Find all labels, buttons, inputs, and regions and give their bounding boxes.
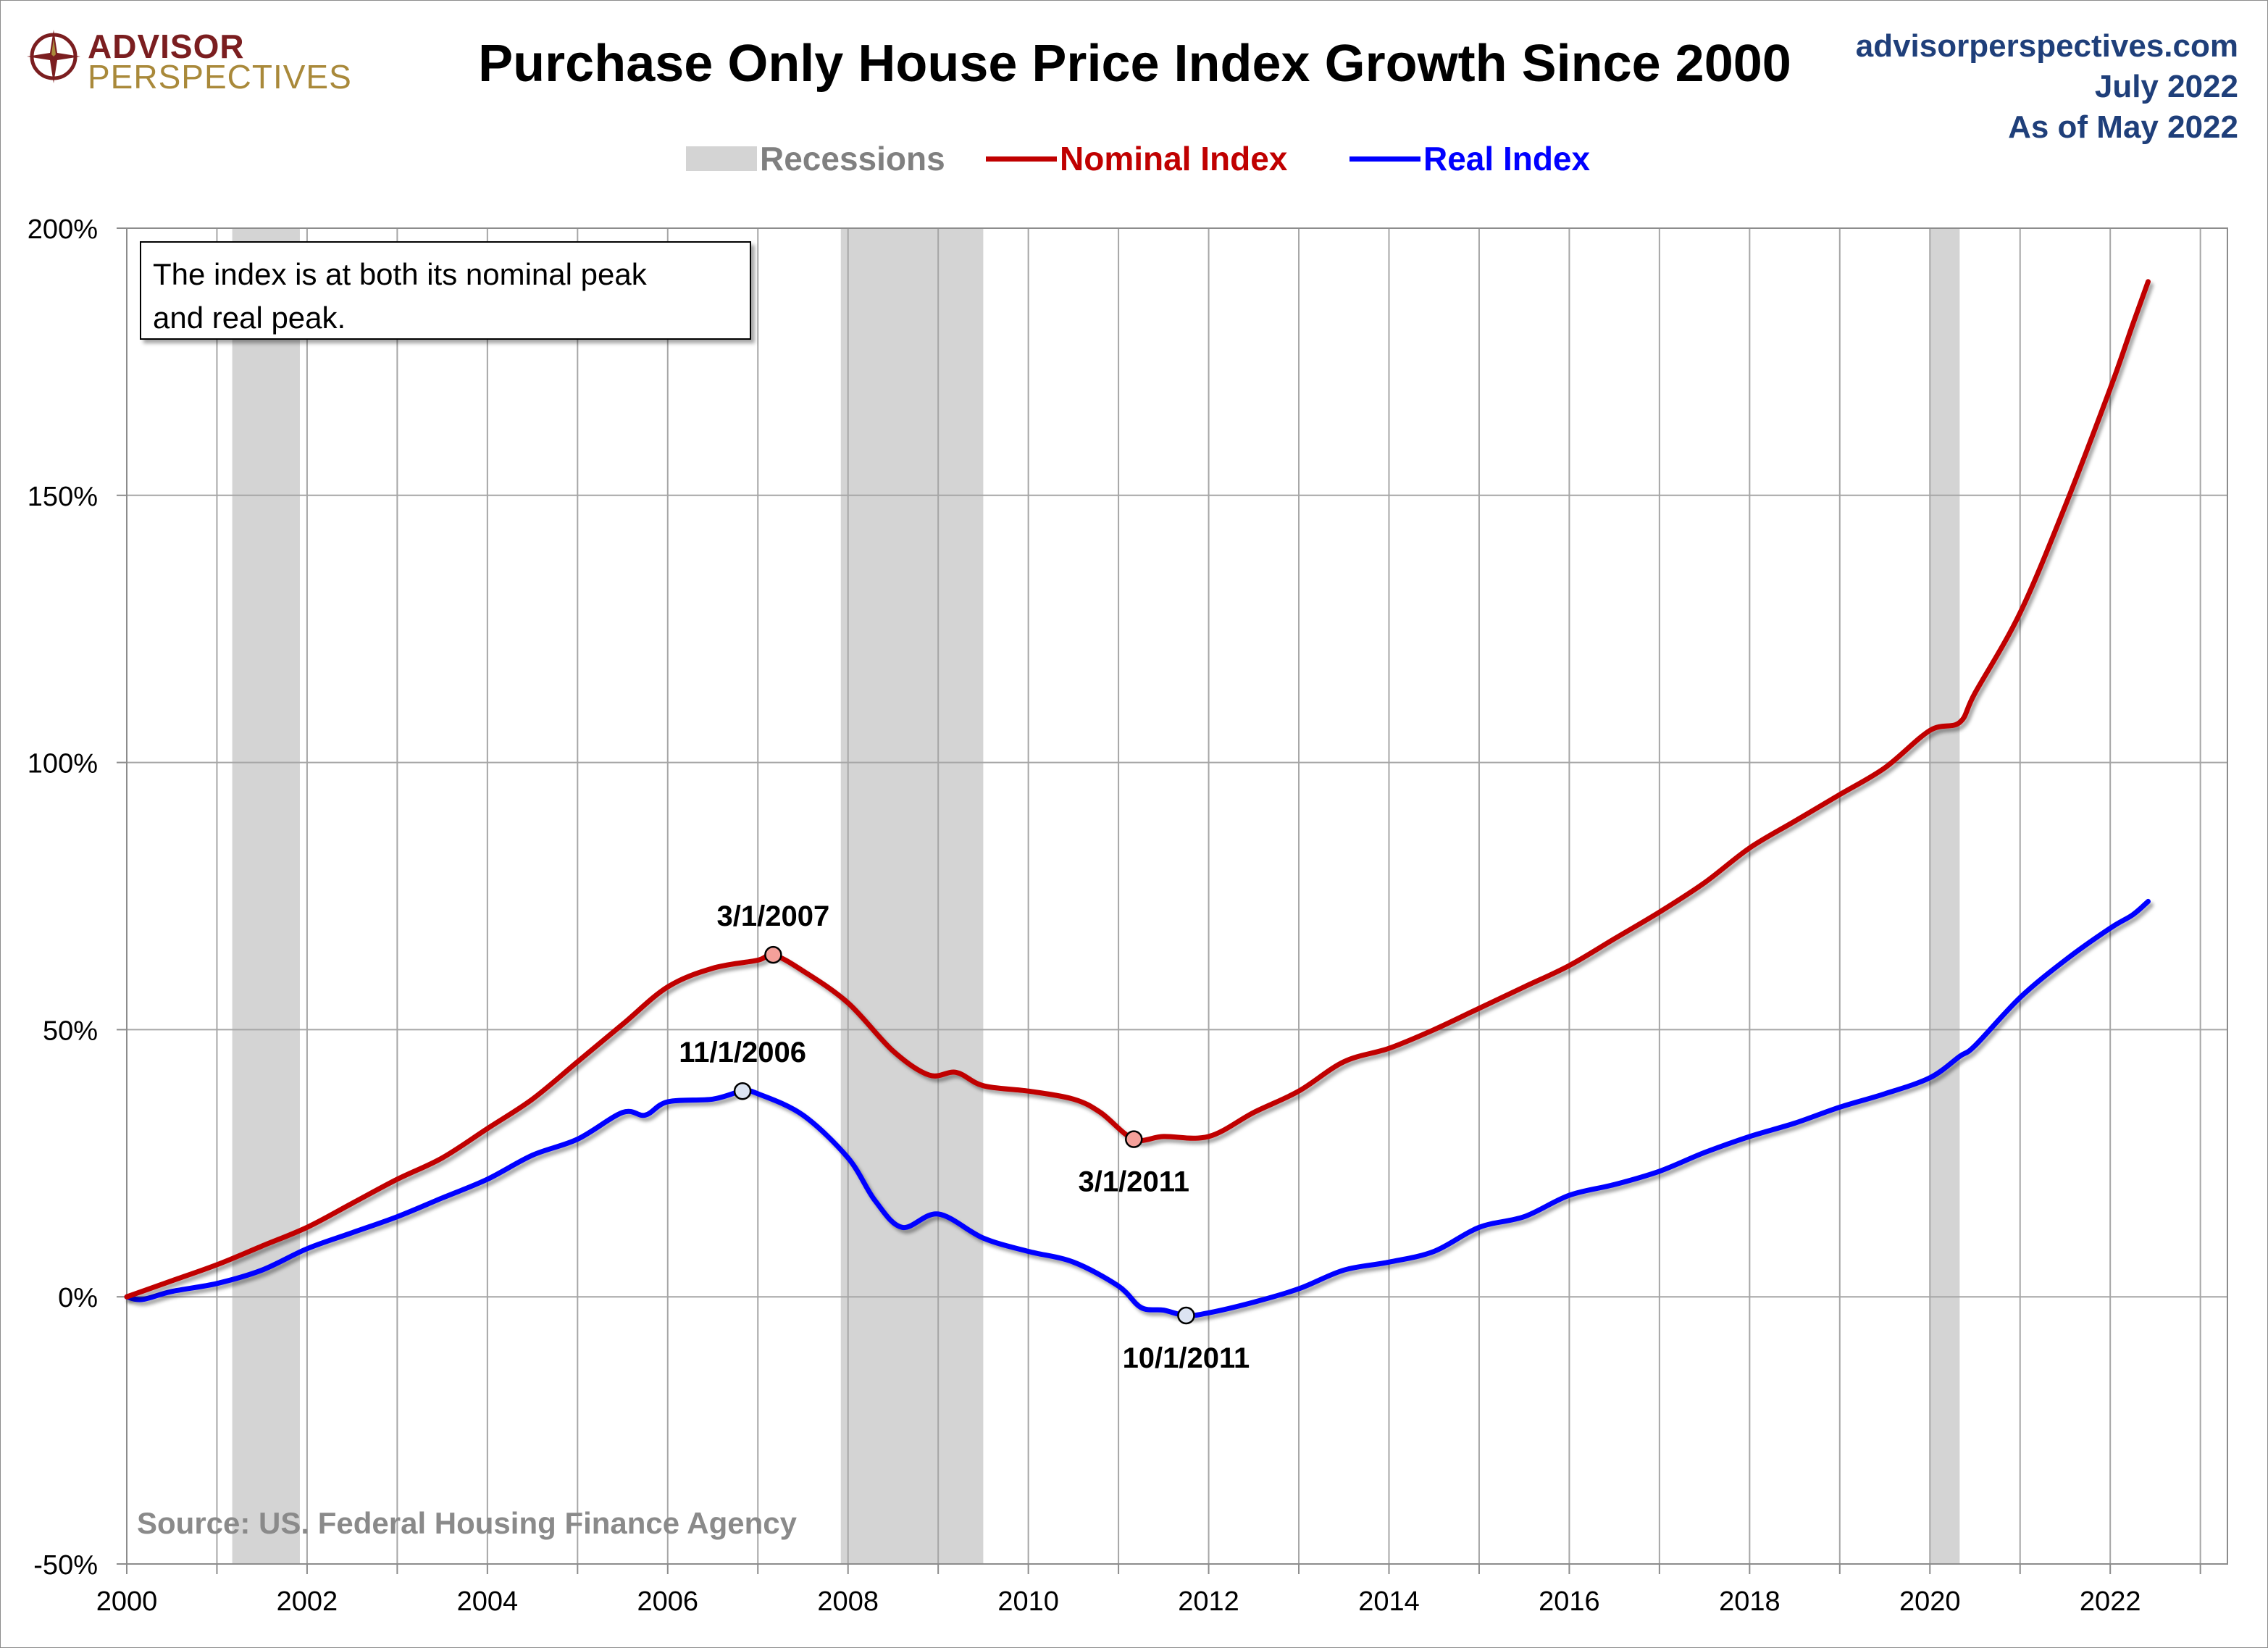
annotation-label-3-1-2011: 3/1/2011: [1079, 1166, 1190, 1198]
legend-label-real: Real Index: [1423, 140, 1591, 177]
x-tick-label-2008: 2008: [817, 1586, 879, 1617]
legend-swatch-nominal: [986, 156, 1057, 162]
x-tick-label-2014: 2014: [1358, 1586, 1420, 1617]
y-tick-label-50: 50%: [43, 1016, 98, 1046]
annotation-label-3-1-2007: 3/1/2007: [717, 900, 830, 932]
legend-swatch-real: [1349, 156, 1420, 162]
y-tick-label--50: -50%: [33, 1550, 98, 1581]
legend-item-nominal: Nominal Index: [986, 137, 1287, 180]
as-of-date: As of May 2022: [2008, 109, 2238, 145]
legend-item-recessions: Recessions: [686, 137, 945, 180]
note-line-2: and real peak.: [153, 301, 346, 335]
recession-band-1: [232, 228, 300, 1564]
annotation-label-10-1-2011: 10/1/2011: [1123, 1342, 1250, 1374]
x-tick-label-2020: 2020: [1899, 1586, 1961, 1617]
y-tick-label-200: 200%: [28, 214, 98, 245]
logo-text-perspectives: PERSPECTIVES: [88, 58, 352, 96]
x-tick-label-2018: 2018: [1719, 1586, 1780, 1617]
compass-logo-icon: [27, 30, 80, 83]
x-tick-label-2004: 2004: [457, 1586, 519, 1617]
annotation-label-11-1-2006: 11/1/2006: [679, 1037, 806, 1068]
x-tick-label-2006: 2006: [637, 1586, 699, 1617]
x-tick-label-2012: 2012: [1178, 1586, 1239, 1617]
marker-11-1-2006: [733, 1082, 752, 1100]
marker-3-1-2011: [1125, 1130, 1143, 1148]
marker-3-1-2007: [764, 945, 782, 964]
series-line-real-index: [124, 898, 2151, 1318]
y-tick-label-150: 150%: [28, 482, 98, 512]
legend-label-recessions: Recessions: [760, 140, 945, 177]
plot-area-border: [126, 227, 2228, 1565]
y-tick-label-100: 100%: [28, 749, 98, 779]
note-line-1: The index is at both its nominal peak: [153, 257, 647, 291]
site-name: advisorperspectives.com: [1855, 28, 2238, 64]
logo-text-advisor: ADVISOR: [88, 28, 245, 65]
annotation-note: The index is at both its nominal peak an…: [140, 241, 751, 340]
chart-title: Purchase Only House Price Index Growth S…: [478, 35, 1791, 93]
x-tick-label-2022: 2022: [2080, 1586, 2141, 1617]
x-tick-label-2016: 2016: [1539, 1586, 1600, 1617]
series-line-nominal-index: [124, 279, 2151, 1300]
x-tick-label-2010: 2010: [997, 1586, 1059, 1617]
legend-swatch-recessions: [686, 146, 757, 171]
x-tick-label-2002: 2002: [277, 1586, 338, 1617]
logo: ADVISOR PERSPECTIVES: [25, 25, 351, 96]
legend-item-real: Real Index: [1349, 137, 1590, 180]
legend-label-nominal: Nominal Index: [1060, 140, 1288, 177]
publish-date: July 2022: [2094, 69, 2238, 104]
recession-band-2: [840, 228, 984, 1564]
legend: Recessions Nominal Index Real Index: [1, 137, 2268, 180]
marker-10-1-2011: [1177, 1306, 1195, 1325]
source-note: Source: US. Federal Housing Finance Agen…: [137, 1506, 797, 1540]
x-tick-label-2000: 2000: [96, 1586, 158, 1617]
y-tick-label-0: 0%: [58, 1283, 98, 1313]
recession-band-3: [1930, 228, 1960, 1564]
